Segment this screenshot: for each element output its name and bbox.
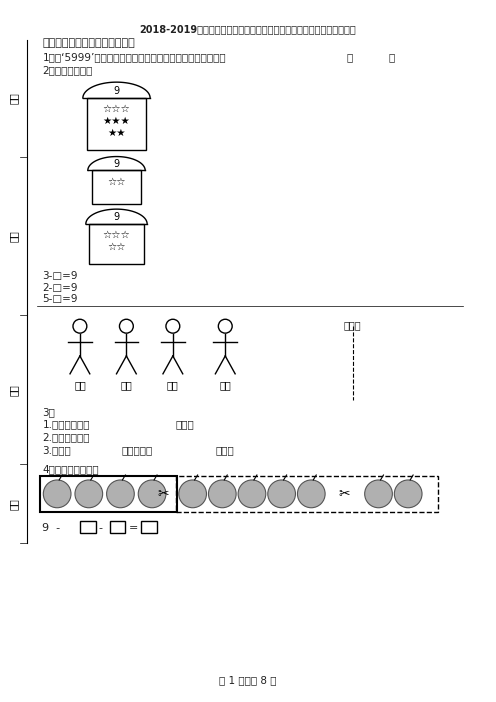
Circle shape xyxy=(208,480,236,508)
Text: 3．: 3． xyxy=(42,408,55,418)
Text: 5-□=9: 5-□=9 xyxy=(42,294,78,305)
Text: 小林: 小林 xyxy=(167,380,179,390)
Text: 后面。: 后面。 xyxy=(215,445,234,456)
Text: ☆☆: ☆☆ xyxy=(107,176,126,187)
Text: 小明: 小明 xyxy=(219,380,231,390)
Circle shape xyxy=(365,480,392,508)
Text: ，: ， xyxy=(347,53,353,62)
Circle shape xyxy=(268,480,296,508)
Text: 第 1 页，共 8 页: 第 1 页，共 8 页 xyxy=(219,675,277,685)
Text: 9  -: 9 - xyxy=(42,522,61,533)
Circle shape xyxy=(298,480,325,508)
Circle shape xyxy=(179,480,206,508)
Text: ☆☆: ☆☆ xyxy=(107,242,126,252)
Text: 2．接着画下去。: 2．接着画下去。 xyxy=(42,65,93,75)
Text: 2.小芳的前面是: 2.小芳的前面是 xyxy=(42,432,90,442)
Bar xyxy=(141,521,157,533)
Circle shape xyxy=(43,480,71,508)
Text: 3-□=9: 3-□=9 xyxy=(42,271,78,281)
Circle shape xyxy=(107,480,134,508)
Bar xyxy=(40,476,177,512)
Text: ☆☆☆: ☆☆☆ xyxy=(103,230,130,240)
Text: ✂: ✂ xyxy=(157,487,169,501)
Text: 1．与‘5999’相邻的前面的一个数和后面的一个数，分别写作: 1．与‘5999’相邻的前面的一个数和后面的一个数，分别写作 xyxy=(42,53,226,62)
Circle shape xyxy=(75,480,103,508)
Text: 2-□=9: 2-□=9 xyxy=(42,282,78,293)
Bar xyxy=(176,476,438,512)
Text: 的前面，在: 的前面，在 xyxy=(122,445,153,456)
Text: -: - xyxy=(99,522,103,533)
Bar xyxy=(87,98,146,150)
Text: 4．还剩几个苹果？: 4．还剩几个苹果？ xyxy=(42,464,99,474)
Circle shape xyxy=(238,480,266,508)
Text: 2018-2019年廊坊市广阳区阳光小学一年级上册数学模拟期末测试无答案: 2018-2019年廊坊市广阳区阳光小学一年级上册数学模拟期末测试无答案 xyxy=(140,25,356,34)
Text: 。: 。 xyxy=(388,53,395,62)
Text: 小芳: 小芳 xyxy=(74,380,86,390)
Text: 小华: 小华 xyxy=(121,380,132,390)
Text: 分数: 分数 xyxy=(8,93,19,105)
Text: 一、想一想，填一填（填空题）: 一、想一想，填一填（填空题） xyxy=(42,39,135,48)
Bar xyxy=(92,171,141,204)
Text: ✂: ✂ xyxy=(338,487,350,501)
Text: =: = xyxy=(128,522,138,533)
Text: ★★: ★★ xyxy=(107,128,126,138)
Text: 姓名: 姓名 xyxy=(8,230,19,241)
Bar xyxy=(80,521,96,533)
Bar xyxy=(110,521,125,533)
Text: 班级: 班级 xyxy=(8,498,19,510)
Circle shape xyxy=(138,480,166,508)
Text: 9: 9 xyxy=(114,212,120,223)
Text: 个人。: 个人。 xyxy=(176,420,194,430)
Bar xyxy=(89,224,144,264)
Text: 9: 9 xyxy=(114,86,120,96)
Text: ☆☆☆: ☆☆☆ xyxy=(103,104,130,114)
Text: 题号: 题号 xyxy=(8,384,19,395)
Text: 1.小明的后面有: 1.小明的后面有 xyxy=(42,420,90,430)
Text: 接点线: 接点线 xyxy=(344,320,362,330)
Text: 9: 9 xyxy=(114,159,120,169)
Text: ★★★: ★★★ xyxy=(103,116,130,126)
Circle shape xyxy=(394,480,422,508)
Text: 3.小华在: 3.小华在 xyxy=(42,445,71,456)
